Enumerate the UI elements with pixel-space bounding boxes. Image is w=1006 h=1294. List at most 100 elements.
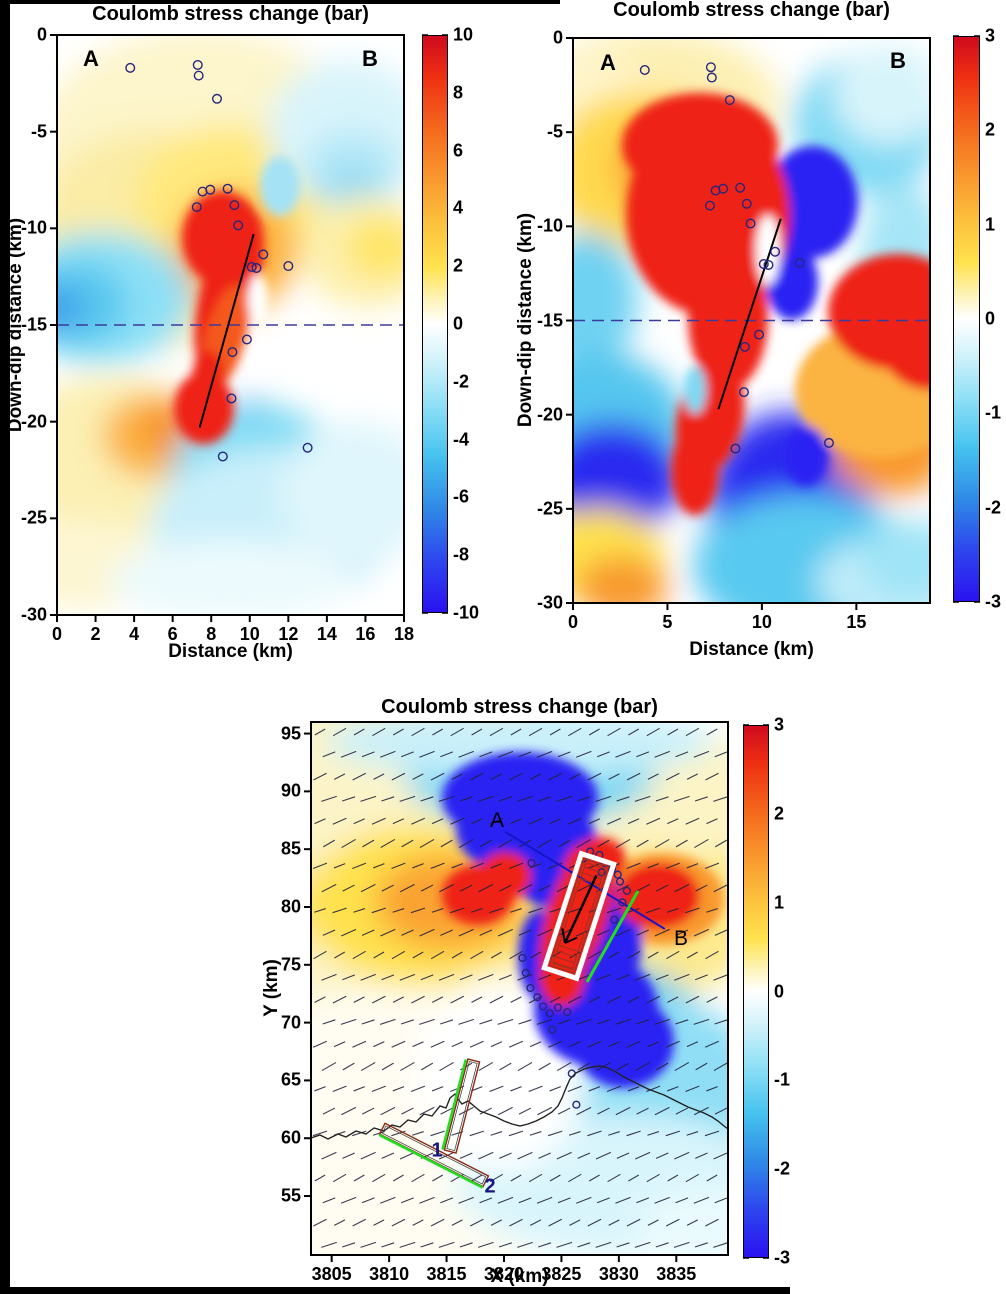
secondary-fault-2	[378, 1122, 490, 1189]
x-tick-label: 14	[316, 624, 337, 644]
colorbar-cross-section-right	[953, 36, 980, 602]
colorbar-cross-section-left	[422, 35, 448, 613]
colorbar-tick-label: 4	[453, 197, 464, 218]
panel-title-cross-section-right: Coulomb stress change (bar)	[613, 0, 890, 21]
x-tick-label: 4	[129, 624, 140, 644]
overlay-cross-section-right	[566, 35, 980, 610]
aftershock-marker	[125, 62, 136, 73]
aftershock-marker	[241, 334, 252, 345]
aftershock-marker	[615, 877, 625, 886]
fault-line	[198, 233, 255, 428]
colorbar-tick-label: -2	[985, 497, 1002, 518]
aftershock-marker	[212, 93, 223, 104]
aftershock-marker	[622, 886, 632, 895]
x-tick-label: 16	[355, 624, 376, 644]
endpoint-label-b: B	[890, 48, 906, 73]
colorbar-tick-label: 2	[985, 119, 996, 140]
aftershock-marker	[222, 183, 233, 194]
x-axis-label-map-view: X (km)	[490, 1266, 549, 1287]
aftershock-marker	[302, 442, 313, 453]
fault-number-label: 2	[484, 1175, 496, 1198]
colorbar-tick-label: 3	[774, 714, 785, 735]
colorbar-tick-label: -4	[453, 429, 470, 450]
y-axis-label-cross-section-right: Down-dip distance (km)	[515, 212, 536, 428]
colorbar-map-view	[743, 725, 769, 1258]
colorbar-tick-label: 2	[453, 255, 464, 276]
aftershock-marker	[741, 198, 752, 209]
y-tick-label: 80	[280, 896, 301, 917]
aftershock-marker	[745, 218, 756, 229]
aftershock-marker	[191, 202, 202, 213]
field-cross-section-left	[57, 35, 404, 615]
y-tick-label: -20	[536, 404, 563, 425]
aftershock-marker	[205, 184, 216, 195]
y-tick-label: -15	[20, 314, 47, 335]
x-tick-label: 3810	[369, 1264, 410, 1284]
x-tick-label: 3825	[541, 1264, 582, 1284]
y-tick-label: 0	[552, 27, 563, 48]
aftershock-marker	[754, 329, 765, 340]
aftershock-marker	[739, 341, 750, 352]
y-tick-label: -5	[30, 121, 47, 142]
aftershock-marker	[718, 183, 729, 194]
aftershock-marker	[730, 443, 741, 454]
x-tick-label: 10	[751, 612, 772, 632]
aftershock-marker	[823, 437, 834, 448]
y-tick-label: -20	[20, 411, 47, 432]
colorbar-tick-label: 1	[774, 892, 785, 913]
y-tick-label: 55	[280, 1185, 301, 1206]
aftershock-marker	[704, 200, 715, 211]
profile-label-a: A	[489, 809, 505, 832]
y-tick-label: 90	[280, 780, 301, 801]
colorbar-tick-label: -6	[453, 486, 470, 507]
panel-title-map-view: Coulomb stress change (bar)	[381, 696, 658, 718]
field-cross-section-right	[573, 38, 930, 603]
y-tick-label: 85	[280, 838, 301, 859]
y-tick-label: -30	[536, 592, 563, 613]
axes-border-cross-section-right	[572, 37, 931, 604]
green-fault-trace-main	[585, 890, 640, 983]
colorbar-tick-label: -8	[453, 544, 470, 565]
aftershock-marker	[613, 870, 622, 879]
x-tick-label: 3805	[311, 1264, 352, 1284]
aftershock-marker	[538, 1002, 548, 1011]
aftershock-marker	[705, 62, 716, 73]
fault-number-label: 1	[431, 1139, 443, 1162]
aftershock-marker	[706, 72, 717, 83]
x-axis-label-cross-section-left: Distance (km)	[168, 641, 293, 662]
endpoint-label-a: A	[83, 46, 99, 71]
colorbar-tick-label: -2	[453, 371, 470, 392]
y-tick-label: -25	[20, 507, 47, 528]
scan-edge-bar	[0, 1287, 790, 1294]
profile-label-b: B	[673, 927, 689, 950]
y-axis-label-map-view: Y (km)	[261, 959, 282, 1017]
aftershock-marker	[794, 258, 805, 269]
aftershock-marker	[246, 262, 257, 273]
aftershock-marker	[572, 1100, 581, 1109]
scan-edge-bar	[0, 0, 560, 4]
y-tick-label: -25	[536, 498, 563, 519]
y-tick-label: 70	[280, 1012, 301, 1033]
x-tick-label: 3815	[426, 1264, 467, 1284]
aftershock-marker	[217, 451, 228, 462]
axes-border-cross-section-left	[56, 34, 405, 616]
panel-title-cross-section-left: Coulomb stress change (bar)	[92, 3, 369, 25]
aftershock-marker	[639, 65, 650, 76]
x-tick-label: 3830	[598, 1264, 639, 1284]
aftershock-marker	[738, 387, 749, 398]
map-static-overlays	[311, 850, 728, 1189]
y-tick-label: -15	[536, 310, 563, 330]
scan-edge-bar	[0, 0, 10, 1294]
y-tick-label: -10	[20, 217, 47, 238]
endpoint-label-a: A	[600, 50, 616, 75]
colorbar-tick-label: -10	[453, 602, 480, 623]
x-tick-label: 3820	[483, 1264, 525, 1284]
x-tick-label: 10	[239, 624, 260, 644]
y-tick-label: 0	[36, 24, 47, 45]
aftershock-marker	[229, 200, 240, 211]
aftershock-marker	[563, 1008, 572, 1017]
aftershock-marker	[251, 262, 262, 273]
aftershock-marker	[533, 993, 542, 1002]
